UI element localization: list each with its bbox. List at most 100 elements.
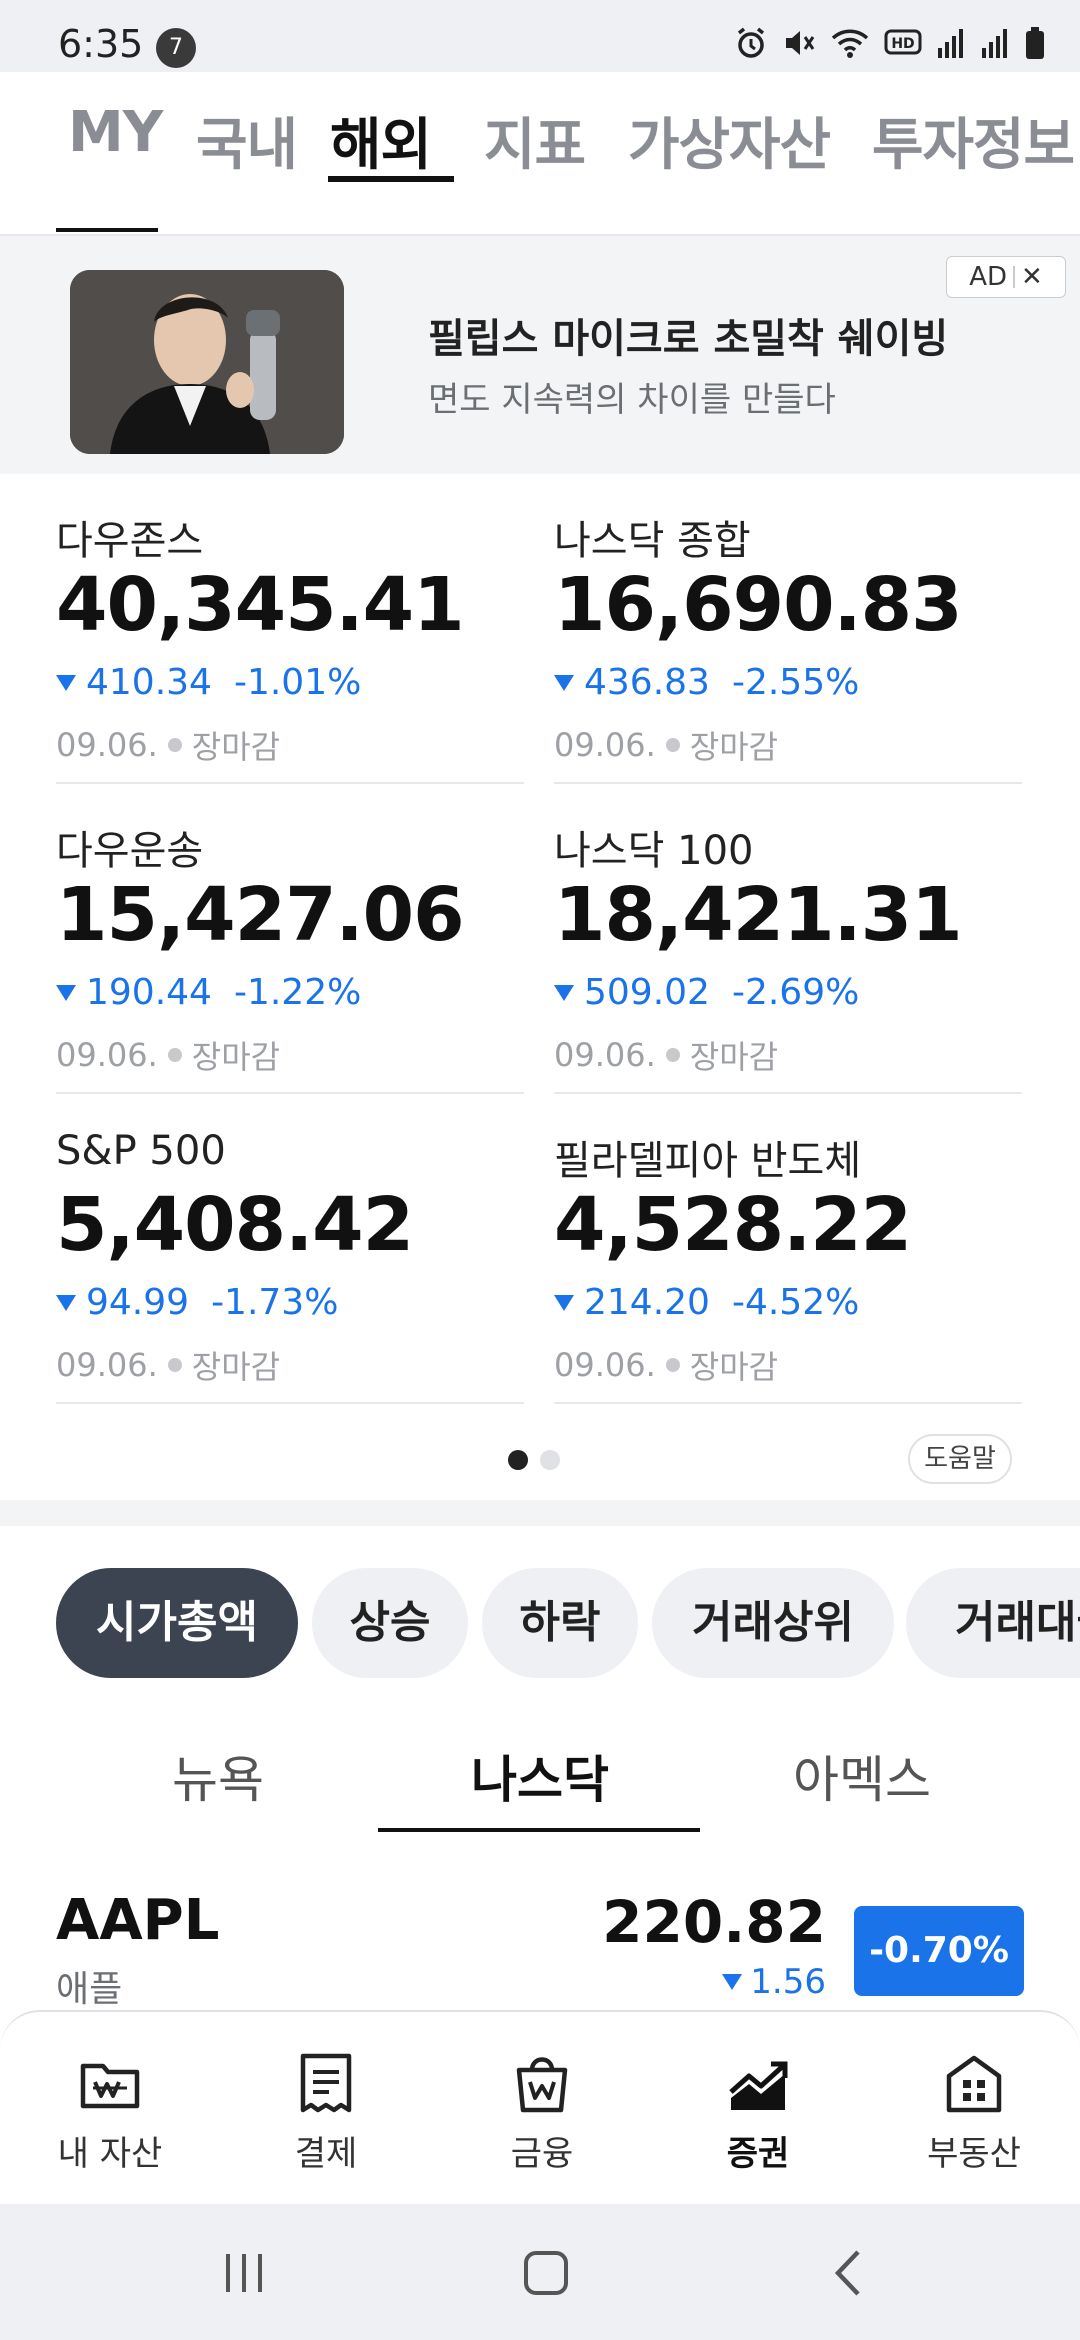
index-meta: 09.06. 장마감 bbox=[56, 1032, 280, 1078]
index-change-amount: 509.02 bbox=[584, 972, 710, 1013]
tab-nasdaq[interactable]: 나스닥 bbox=[471, 1751, 609, 1809]
index-status: 장마감 bbox=[191, 1038, 281, 1076]
market-tab-underline bbox=[378, 1828, 700, 1832]
index-value: 4,528.22 bbox=[554, 1182, 912, 1268]
index-meta: 09.06. 장마감 bbox=[554, 1032, 778, 1078]
recent-apps-icon[interactable] bbox=[214, 2248, 274, 2298]
index-card-nasdaq-100[interactable]: 나스닥 100 18,421.31 509.02 -2.69% 09.06. 장… bbox=[554, 784, 1022, 1094]
down-triangle-icon bbox=[554, 1294, 574, 1311]
index-status: 장마감 bbox=[689, 1038, 779, 1076]
pager-dot[interactable] bbox=[540, 1450, 560, 1470]
bottom-nav-my-assets[interactable]: 내 자산 bbox=[2, 2048, 218, 2175]
stock-change-amount: 1.56 bbox=[750, 1962, 826, 2002]
index-value: 15,427.06 bbox=[56, 872, 465, 958]
stock-row[interactable]: AAPL 애플 220.82 1.56 -0.70% bbox=[0, 1880, 1080, 2020]
ad-badge[interactable]: AD ✕ bbox=[946, 256, 1066, 298]
index-name: 나스닥 종합 bbox=[554, 518, 751, 564]
index-grid: 다우존스 40,345.41 410.34 -1.01% 09.06. 장마감 … bbox=[0, 474, 1080, 1500]
index-name: S&P 500 bbox=[56, 1128, 226, 1174]
ad-banner[interactable]: 필립스 마이크로 초밀착 쉐이빙 면도 지속력의 차이를 만들다 AD ✕ bbox=[0, 236, 1080, 474]
shopping-bag-won-icon bbox=[516, 2057, 568, 2113]
pager-dot-active[interactable] bbox=[508, 1450, 528, 1470]
battery-icon bbox=[1026, 27, 1044, 59]
ad-badge-divider bbox=[1013, 266, 1015, 288]
nav-tab-indicators[interactable]: 지표 bbox=[484, 113, 586, 178]
index-card-dow-jones[interactable]: 다우존스 40,345.41 410.34 -1.01% 09.06. 장마감 bbox=[56, 474, 524, 784]
building-icon bbox=[946, 2055, 1002, 2113]
nav-tab-crypto[interactable]: 가상자산 bbox=[628, 113, 831, 178]
tab-newyork[interactable]: 뉴욕 bbox=[172, 1751, 264, 1809]
ad-label: AD bbox=[969, 262, 1007, 292]
bottom-nav-label: 결제 bbox=[294, 2134, 358, 2174]
bottom-nav-payment[interactable]: 결제 bbox=[218, 2048, 434, 2175]
index-card-philadelphia-semiconductor[interactable]: 필라델피아 반도체 4,528.22 214.20 -4.52% 09.06. … bbox=[554, 1094, 1022, 1404]
ad-title[interactable]: 필립스 마이크로 초밀착 쉐이빙 bbox=[428, 316, 949, 362]
index-change-percent: -2.69% bbox=[731, 972, 860, 1013]
nav-tab-domestic[interactable]: 국내 bbox=[196, 113, 298, 178]
index-change-amount: 436.83 bbox=[584, 662, 710, 703]
stock-price: 220.82 bbox=[602, 1888, 826, 1956]
chip-trading-value[interactable]: 거래대금 bbox=[906, 1568, 1080, 1678]
stock-change: 1.56 bbox=[722, 1962, 826, 2002]
index-change-percent: -1.22% bbox=[233, 972, 362, 1013]
market-status-dot-icon bbox=[665, 1048, 680, 1062]
market-status-dot-icon bbox=[167, 1358, 182, 1372]
index-date: 09.06. bbox=[56, 1346, 158, 1384]
tab-amex[interactable]: 아멕스 bbox=[793, 1751, 931, 1809]
stock-chart-icon bbox=[729, 2061, 788, 2110]
index-name: 다우존스 bbox=[56, 518, 204, 564]
down-triangle-icon bbox=[554, 674, 574, 691]
chip-top-volume[interactable]: 거래상위 bbox=[652, 1568, 894, 1678]
help-button[interactable]: 도움말 bbox=[908, 1434, 1012, 1484]
home-icon[interactable] bbox=[516, 2248, 576, 2298]
index-meta: 09.06. 장마감 bbox=[554, 1342, 778, 1388]
down-triangle-icon bbox=[56, 984, 76, 1001]
bottom-nav-securities[interactable]: 증권 bbox=[650, 2048, 866, 2175]
index-card-nasdaq-composite[interactable]: 나스닥 종합 16,690.83 436.83 -2.55% 09.06. 장마… bbox=[554, 474, 1022, 784]
index-change: 410.34 -1.01% bbox=[56, 662, 361, 703]
index-date: 09.06. bbox=[554, 1036, 656, 1074]
index-change: 190.44 -1.22% bbox=[56, 972, 361, 1013]
stock-ticker: AAPL bbox=[56, 1888, 220, 1953]
status-time: 6:35 bbox=[58, 22, 144, 66]
index-name: 나스닥 100 bbox=[554, 828, 754, 874]
index-change: 436.83 -2.55% bbox=[554, 662, 859, 703]
nav-active-underline bbox=[328, 176, 454, 182]
status-icons: HD bbox=[734, 26, 1046, 60]
index-change: 94.99 -1.73% bbox=[56, 1282, 338, 1323]
index-card-dow-transport[interactable]: 다우운송 15,427.06 190.44 -1.22% 09.06. 장마감 bbox=[56, 784, 524, 1094]
bottom-nav-real-estate[interactable]: 부동산 bbox=[866, 2048, 1080, 2175]
nav-tab-my[interactable]: MY bbox=[68, 100, 163, 165]
mute-icon bbox=[786, 31, 815, 55]
chip-rising[interactable]: 상승 bbox=[312, 1568, 468, 1678]
ad-photo-illustration bbox=[70, 270, 344, 454]
ad-subtitle[interactable]: 면도 지속력의 차이를 만들다 bbox=[428, 380, 836, 420]
down-triangle-icon bbox=[56, 1294, 76, 1311]
index-change-percent: -1.01% bbox=[233, 662, 362, 703]
chip-market-cap[interactable]: 시가총액 bbox=[56, 1568, 298, 1678]
index-card-sp500[interactable]: S&P 500 5,408.42 94.99 -1.73% 09.06. 장마감 bbox=[56, 1094, 524, 1404]
index-value: 5,408.42 bbox=[56, 1182, 414, 1268]
nav-tab-invest-info[interactable]: 투자정보 bbox=[872, 113, 1075, 178]
index-change-percent: -4.52% bbox=[731, 1282, 860, 1323]
bottom-nav-finance[interactable]: 금융 bbox=[434, 2048, 650, 2175]
stock-name: 애플 bbox=[56, 1969, 123, 2010]
close-icon[interactable]: ✕ bbox=[1021, 262, 1043, 292]
index-change-amount: 214.20 bbox=[584, 1282, 710, 1323]
chip-falling[interactable]: 하락 bbox=[482, 1568, 638, 1678]
receipt-icon bbox=[300, 2053, 352, 2113]
stock-percent-badge[interactable]: -0.70% bbox=[854, 1906, 1024, 1996]
market-status-dot-icon bbox=[665, 1358, 680, 1372]
status-bar: 6:35 7 HD bbox=[0, 0, 1080, 72]
index-name: 필라델피아 반도체 bbox=[554, 1138, 862, 1184]
nav-tab-overseas[interactable]: 해외 bbox=[330, 113, 432, 178]
index-meta: 09.06. 장마감 bbox=[56, 1342, 280, 1388]
back-icon[interactable] bbox=[820, 2248, 880, 2298]
down-triangle-icon bbox=[56, 674, 76, 691]
ad-image[interactable] bbox=[70, 270, 344, 454]
market-status-dot-icon bbox=[167, 738, 182, 752]
index-change-percent: -1.73% bbox=[211, 1282, 339, 1323]
index-value: 16,690.83 bbox=[554, 562, 963, 648]
index-name: 다우운송 bbox=[56, 828, 204, 874]
market-status-dot-icon bbox=[665, 738, 680, 752]
